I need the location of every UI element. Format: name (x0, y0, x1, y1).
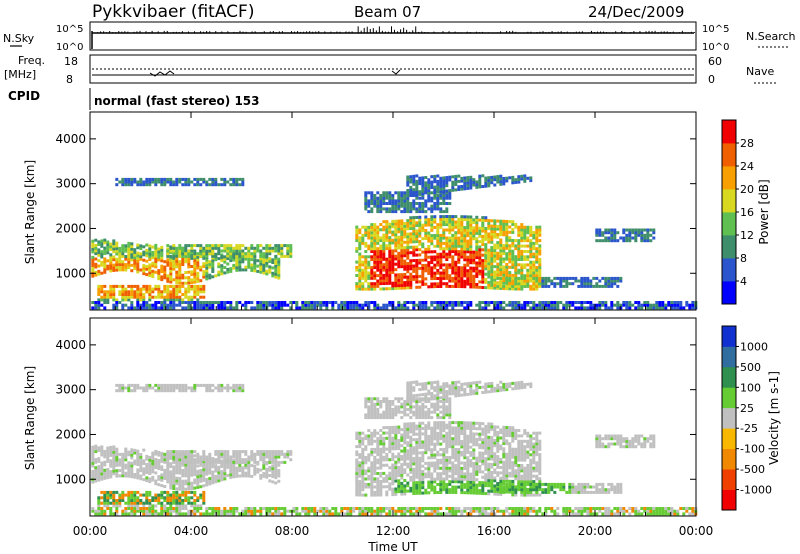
power-colorbar-swatch (722, 143, 736, 167)
time-tick-label: 08:00 (275, 524, 310, 538)
time-tick-label: 16:00 (477, 524, 512, 538)
nsky-label: N.Sky (3, 32, 35, 45)
freq-trace-wiggle (149, 70, 175, 77)
power-colorbar-tick: 20 (740, 183, 754, 196)
time-tick-label: 00:00 (73, 524, 108, 538)
velocity-colorbar: 1000 500 100 25 -25 -100 -500 -1000 (721, 325, 772, 511)
vel-colorbar-tick: -25 (740, 422, 758, 435)
vel-ytick-label: 1000 (55, 472, 86, 486)
vel-colorbar-tick: 500 (740, 361, 761, 374)
vel-ytick-label: 2000 (55, 427, 86, 441)
power-ytick-label: 3000 (55, 177, 86, 191)
nsky-panel: N.Sky 10^5 10^0 10^5 10^0 N.Search (3, 21, 796, 53)
power-colorbar: 4 8 12 16 20 24 28 (721, 119, 754, 305)
nave-label: Nave (746, 65, 774, 78)
nsearch-label: N.Search (746, 30, 796, 43)
cpid-label: CPID (8, 89, 40, 103)
freq-panel: Freq. [MHz] 18 8 60 0 Nave (4, 54, 776, 86)
nsky-tick-bottom: 10^0 (56, 42, 83, 53)
time-tick-label: 00:00 (679, 524, 714, 538)
power-colorbar-tick: 12 (740, 229, 754, 242)
vel-colorbar-tick: 100 (740, 381, 761, 394)
power-colorbar-tick: 4 (740, 275, 747, 288)
freq-label: Freq. (18, 54, 45, 67)
vel-colorbar-tick: 25 (740, 402, 754, 415)
vel-ytick-label: 4000 (55, 338, 86, 352)
power-panel: 1000 2000 3000 4000 Slant Range [km] 4 8 12 16… (23, 111, 771, 311)
power-colorbar-tick: 8 (740, 252, 747, 265)
vel-colorbar-swatch (722, 469, 736, 490)
power-colorbar-tick: 24 (740, 160, 754, 173)
velocity-heatmap-cells (91, 380, 698, 516)
date-label: 24/Dec/2009 (588, 3, 684, 21)
power-ylabel: Slant Range [km] (23, 160, 37, 264)
velocity-ylabel: Slant Range [km] (23, 366, 37, 470)
vel-colorbar-swatch (722, 407, 736, 429)
vel-colorbar-tick: -100 (740, 443, 765, 456)
nsky-tick-top: 10^5 (56, 24, 83, 35)
nsearch-tick-bottom: 10^0 (702, 42, 729, 53)
nave-tick-top: 60 (708, 55, 722, 68)
power-colorbar-swatch (722, 120, 736, 144)
power-colorbar-swatch (722, 281, 736, 305)
vel-colorbar-swatch (722, 387, 736, 409)
vel-colorbar-swatch (722, 346, 736, 368)
vel-colorbar-tick: 1000 (740, 340, 768, 353)
velocity-panel: 1000 2000 3000 4000 Slant Range [km] 1000 50… (23, 317, 781, 517)
freq-tick-bottom: 8 (66, 73, 73, 86)
nsky-trace (97, 26, 695, 33)
time-axis: 00:00 04:00 08:00 12:00 16:00 20:00 00:00 (73, 112, 714, 538)
freq-unit: [MHz] (4, 68, 36, 81)
freq-tick-top: 18 (64, 55, 78, 68)
power-colorbar-swatch (722, 166, 736, 190)
power-colorbar-swatch (722, 189, 736, 213)
vel-colorbar-swatch (722, 366, 736, 388)
power-heatmap-cells (91, 174, 698, 310)
vel-colorbar-swatch (722, 326, 736, 347)
power-colorbar-swatch (722, 235, 736, 259)
power-colorbar-label: Power [dB] (757, 179, 771, 244)
power-ytick-label: 1000 (55, 266, 86, 280)
time-tick-label: 04:00 (174, 524, 209, 538)
beam-label: Beam 07 (354, 3, 421, 21)
power-ytick-label: 4000 (55, 132, 86, 146)
power-colorbar-tick: 28 (740, 137, 754, 150)
vel-colorbar-swatch (722, 428, 736, 449)
power-colorbar-swatch (722, 258, 736, 282)
time-tick-label: 12:00 (376, 524, 411, 538)
power-ytick-label: 2000 (55, 221, 86, 235)
station-title: Pykkvibaer (fitACF) (92, 2, 254, 22)
nave-tick-bottom: 0 (708, 73, 715, 86)
vel-colorbar-tick: -1000 (740, 484, 772, 497)
vel-ytick-label: 3000 (55, 383, 86, 397)
power-colorbar-swatch (722, 212, 736, 236)
time-tick-label: 20:00 (578, 524, 613, 538)
nsearch-tick-top: 10^5 (702, 24, 729, 35)
cpid-value: normal (fast stereo) 153 (94, 94, 260, 108)
power-colorbar-tick: 16 (740, 206, 754, 219)
time-axis-label: Time UT (367, 540, 418, 554)
vel-colorbar-tick: -500 (740, 463, 765, 476)
vel-colorbar-swatch (722, 448, 736, 470)
vel-colorbar-swatch (722, 489, 736, 511)
velocity-colorbar-label: Velocity [m s-1] (767, 371, 781, 465)
